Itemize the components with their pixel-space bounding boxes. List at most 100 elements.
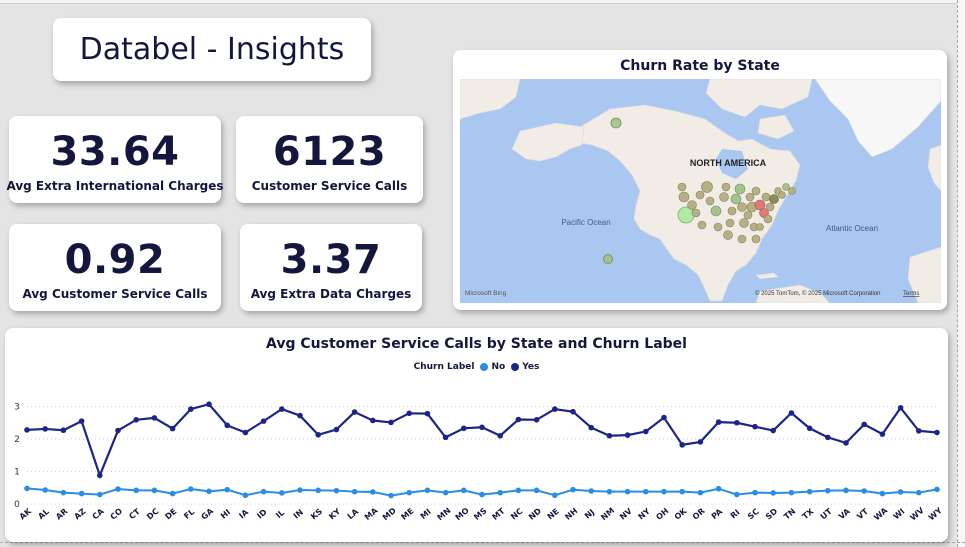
data-point-no-sc[interactable] (752, 489, 758, 496)
data-point-no-ct[interactable] (133, 487, 139, 494)
data-point-yes-ak[interactable] (24, 427, 30, 433)
data-point-no-in[interactable] (297, 487, 303, 493)
data-point-no-wi[interactable] (897, 489, 904, 495)
data-point-no-de[interactable] (169, 490, 176, 497)
data-point-no-mo[interactable] (461, 487, 467, 494)
data-point-no-ks[interactable] (315, 487, 322, 494)
data-point-yes-ks[interactable] (315, 431, 322, 438)
map-bubble[interactable] (697, 220, 707, 230)
data-point-no-ok[interactable] (679, 488, 685, 495)
data-point-no-dc[interactable] (151, 487, 158, 494)
map-bubble[interactable] (788, 187, 796, 195)
data-point-no-ut[interactable] (825, 487, 831, 494)
map-terms-link[interactable]: Terms (903, 291, 919, 297)
map-bubble[interactable] (737, 202, 747, 212)
legend-no-label[interactable]: No (491, 362, 506, 372)
data-point-no-co[interactable] (115, 486, 121, 492)
data-point-yes-wa[interactable] (879, 431, 886, 437)
data-point-no-tx[interactable] (806, 488, 813, 495)
data-point-yes-co[interactable] (115, 427, 121, 434)
legend-yes-label[interactable]: Yes (522, 362, 540, 372)
data-point-no-hi[interactable] (224, 486, 230, 493)
map-svg[interactable]: NORTH AMERICA Pacific Ocean Atlantic Oce… (460, 79, 941, 303)
data-point-no-il[interactable] (279, 490, 285, 496)
data-point-no-ar[interactable] (60, 489, 67, 496)
data-point-no-nd[interactable] (533, 487, 540, 494)
data-point-no-nj[interactable] (588, 488, 594, 494)
data-point-no-ne[interactable] (552, 492, 558, 499)
data-point-no-nv[interactable] (624, 488, 631, 495)
data-point-no-ca[interactable] (97, 491, 103, 498)
data-point-yes-id[interactable] (260, 418, 267, 424)
data-point-no-ma[interactable] (370, 489, 376, 495)
map-bubble[interactable] (723, 230, 733, 240)
map-bubble[interactable] (710, 205, 722, 217)
map-bubble[interactable] (751, 234, 761, 244)
data-point-no-va[interactable] (843, 487, 849, 494)
data-point-no-al[interactable] (42, 487, 48, 493)
map-bubble[interactable] (769, 194, 779, 204)
churn-map[interactable]: NORTH AMERICA Pacific Ocean Atlantic Oce… (460, 79, 941, 303)
kpi-card-customer-service-calls[interactable]: 6123 Customer Service Calls (236, 116, 423, 203)
map-bubble[interactable] (782, 183, 790, 191)
data-point-no-mn[interactable] (442, 489, 449, 496)
data-point-yes-md[interactable] (388, 419, 394, 426)
data-point-yes-ct[interactable] (133, 417, 139, 423)
map-bubble[interactable] (751, 186, 761, 196)
map-bubble[interactable] (610, 117, 622, 129)
map-bubble[interactable] (730, 193, 742, 205)
data-point-yes-mn[interactable] (442, 434, 449, 441)
map-bubble[interactable] (677, 182, 687, 192)
data-point-no-ky[interactable] (333, 487, 340, 494)
data-point-yes-nd[interactable] (533, 417, 540, 423)
data-point-no-ak[interactable] (24, 485, 30, 492)
data-point-yes-ca[interactable] (97, 472, 103, 479)
data-point-no-wa[interactable] (879, 490, 886, 497)
data-point-yes-nm[interactable] (606, 432, 613, 439)
data-point-no-ny[interactable] (643, 488, 649, 495)
data-point-yes-al[interactable] (42, 426, 48, 432)
map-bubble[interactable] (743, 210, 753, 220)
series-line-yes[interactable] (26, 402, 938, 479)
data-point-yes-me[interactable] (406, 410, 413, 417)
map-bubble[interactable] (737, 234, 747, 244)
data-point-yes-tx[interactable] (806, 425, 813, 432)
data-point-yes-dc[interactable] (151, 415, 158, 421)
data-point-no-nc[interactable] (515, 487, 522, 494)
map-bubble[interactable] (603, 254, 613, 264)
data-point-yes-ma[interactable] (370, 417, 376, 424)
data-point-yes-ri[interactable] (734, 419, 740, 426)
data-point-yes-nv[interactable] (624, 432, 631, 438)
data-point-yes-ar[interactable] (60, 427, 67, 434)
data-point-no-la[interactable] (351, 488, 358, 495)
map-bubble[interactable] (695, 190, 705, 200)
data-point-yes-fl[interactable] (188, 406, 194, 412)
data-point-no-id[interactable] (260, 488, 267, 495)
map-bubble[interactable] (734, 183, 746, 195)
data-point-yes-sd[interactable] (770, 427, 776, 434)
map-bubble[interactable] (701, 181, 713, 193)
map-bubble[interactable] (778, 191, 786, 199)
data-point-yes-in[interactable] (297, 412, 303, 419)
data-point-no-wv[interactable] (916, 489, 922, 496)
kpi-card-avg-extra-data-charges[interactable]: 3.37 Avg Extra Data Charges (240, 224, 422, 311)
map-bubble[interactable] (745, 192, 755, 202)
data-point-yes-vt[interactable] (861, 421, 867, 428)
data-point-yes-ne[interactable] (552, 406, 558, 412)
map-bubble[interactable] (691, 208, 701, 218)
data-point-no-tn[interactable] (788, 489, 795, 496)
data-point-yes-nj[interactable] (588, 424, 594, 431)
map-bubble[interactable] (687, 200, 697, 210)
map-bubble[interactable] (705, 196, 715, 206)
data-point-yes-la[interactable] (351, 409, 358, 415)
map-bubble[interactable] (678, 191, 690, 203)
data-point-yes-ok[interactable] (679, 442, 685, 448)
data-point-no-ri[interactable] (734, 491, 740, 498)
data-point-no-wy[interactable] (934, 486, 940, 493)
map-bubble[interactable] (713, 222, 723, 232)
data-point-no-ga[interactable] (206, 488, 212, 495)
data-point-yes-pa[interactable] (715, 419, 722, 425)
data-point-yes-wy[interactable] (934, 429, 940, 436)
data-point-no-pa[interactable] (715, 485, 722, 492)
map-bubble[interactable] (725, 218, 735, 228)
